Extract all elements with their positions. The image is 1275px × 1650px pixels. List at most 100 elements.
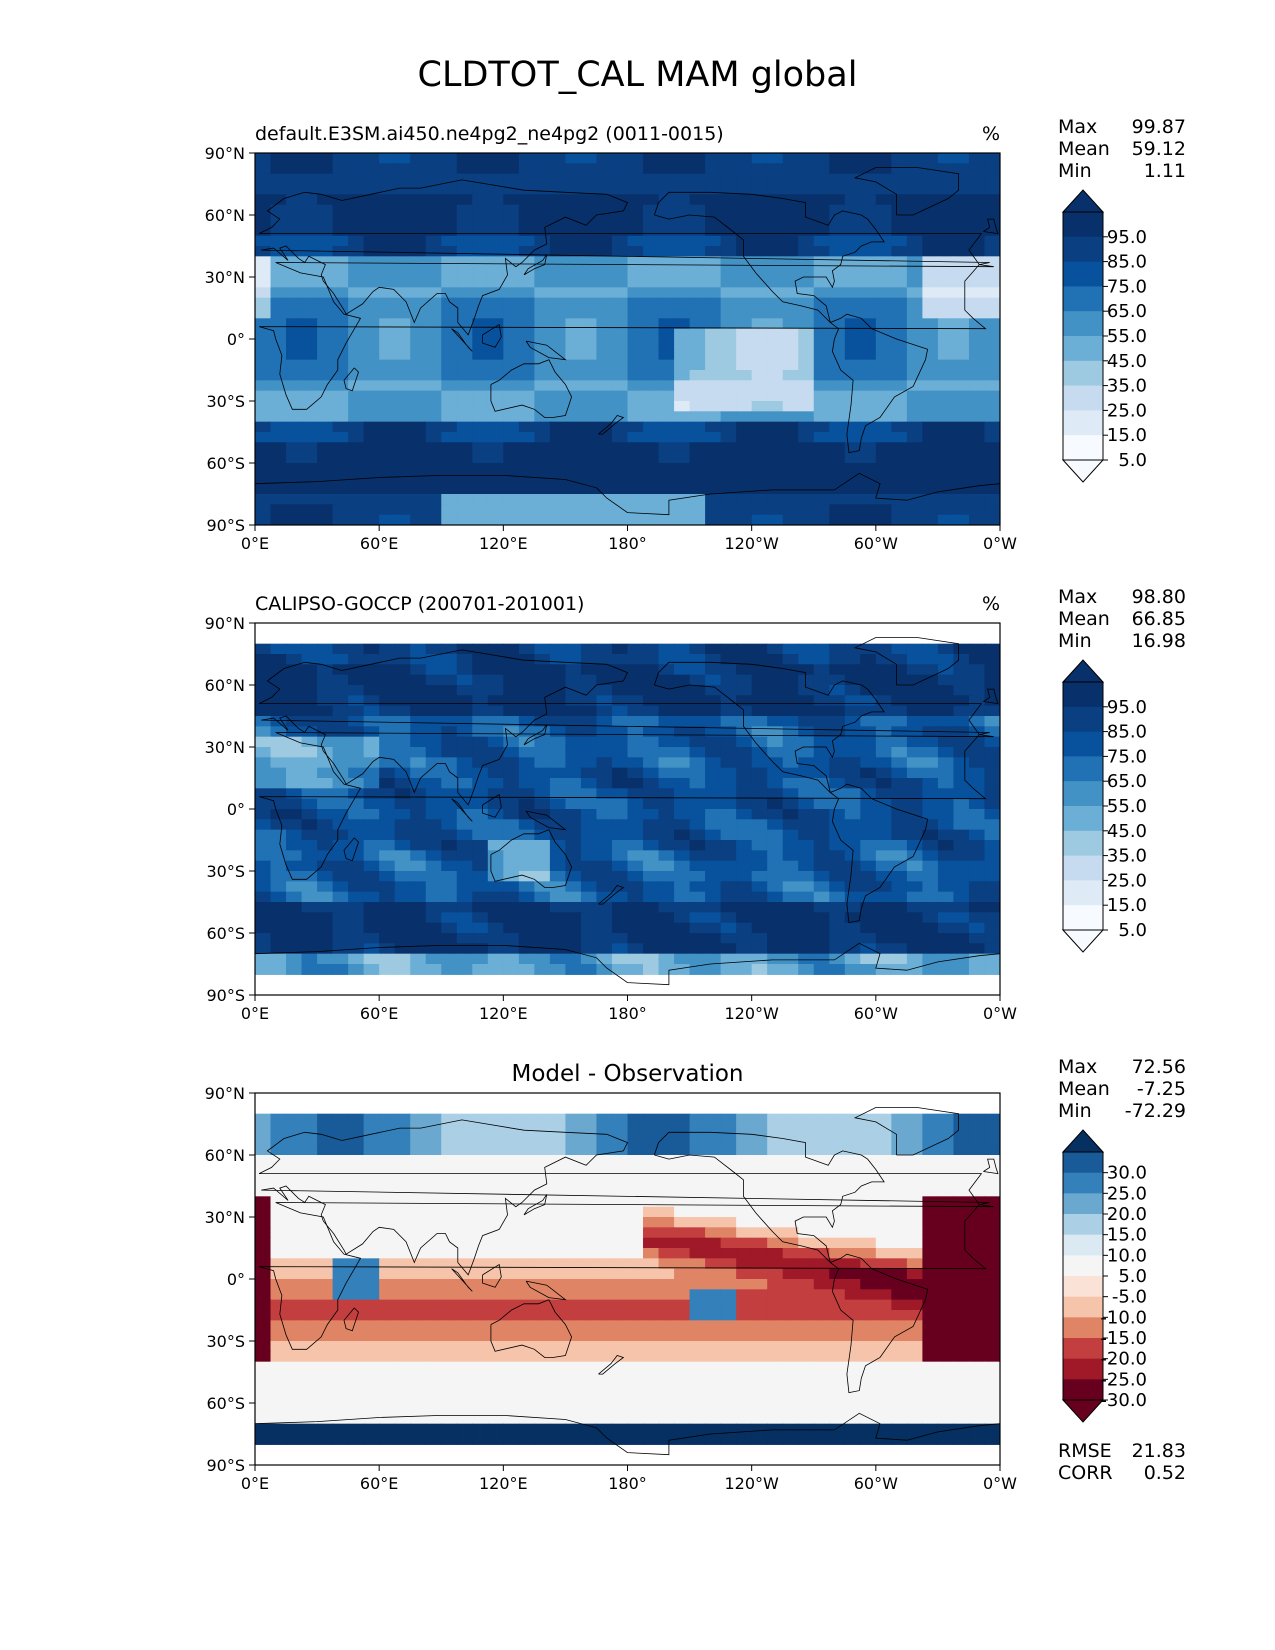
field-cell [844,494,861,505]
field-cell [736,370,753,381]
field-cell [720,1413,737,1425]
field-cell [705,1382,722,1394]
field-cell [968,370,986,381]
field-cell [394,308,411,319]
field-cell [549,643,567,655]
field-cell [286,173,303,185]
field-cell [829,933,846,944]
field-cell [549,1361,567,1373]
field-cell [968,483,986,495]
field-cell [705,1361,722,1373]
field-cell [379,483,396,495]
field-cell [270,1423,287,1435]
field-cell [596,1392,613,1404]
field-cell [658,1403,675,1414]
field-cell [953,1413,970,1425]
field-cell [580,809,598,820]
field-cell [736,1341,753,1352]
field-cell [503,380,520,392]
field-cell [891,452,908,464]
field-cell [782,204,799,216]
field-cell [937,685,955,696]
field-cell [705,747,722,758]
field-cell [627,1124,644,1135]
field-cell [767,256,784,268]
field-cell [798,716,815,727]
field-cell [782,256,799,268]
field-cell [441,685,458,696]
field-cell [379,943,396,955]
field-cell [984,736,1000,748]
coastline-path [525,1280,567,1301]
field-cell [363,339,380,350]
field-cell [736,1206,753,1218]
field-cell [875,778,892,789]
field-cell [580,798,598,810]
field-cell [332,778,349,789]
field-cell [658,943,675,955]
field-cell [891,654,908,665]
field-cell [363,1361,380,1373]
field-cell [705,1413,722,1425]
field-cell [549,860,567,872]
difference-error-stats: RMSE 21.83 CORR 0.52 [1058,1440,1186,1484]
field-cell [394,798,411,810]
field-cell [984,1403,1000,1414]
field-cell [922,788,939,800]
field-cell [286,788,303,800]
field-cell [611,1341,629,1352]
field-cell [534,235,551,247]
field-cell [782,674,799,686]
field-cell [394,349,411,361]
field-cell [332,1310,349,1321]
field-cell [782,1310,799,1321]
field-cell [751,411,768,423]
field-cell [410,432,427,443]
field-cell [984,654,1000,665]
field-cell [456,798,473,810]
field-cell [813,380,830,392]
field-cell [332,767,349,779]
field-cell [348,390,365,402]
field-cell [829,736,846,748]
field-cell [332,494,349,505]
field-cell [317,308,334,319]
field-cell [906,943,923,955]
field-cell [891,788,908,800]
field-cell [348,695,365,707]
field-cell [286,1155,303,1166]
field-cell [674,421,691,433]
field-cell [751,204,768,216]
field-cell [953,1299,970,1311]
field-cell [751,1165,768,1177]
field-cell [813,736,830,748]
field-cell [953,829,970,841]
field-cell [410,881,427,893]
field-cell [518,695,535,707]
field-cell [596,349,613,361]
field-cell [798,1175,815,1187]
field-cell [627,871,644,882]
field-cell [441,716,458,727]
field-cell [689,819,706,831]
field-cell [922,933,939,944]
field-cell [689,891,706,903]
field-cell [472,318,489,330]
field-cell [829,215,846,226]
field-cell [565,421,582,433]
field-cell [317,1113,334,1125]
field-cell [425,1382,442,1394]
field-cell [487,964,504,975]
field-cell [689,359,706,371]
field-cell [860,411,877,423]
field-cell [922,860,939,872]
field-cell [798,194,815,206]
field-cell [968,318,986,330]
field-cell [937,452,955,464]
field-cell [875,452,892,464]
field-cell [379,902,396,913]
field-cell [332,359,349,371]
field-cell [379,504,396,516]
field-cell [534,654,551,665]
field-cell [580,1237,598,1249]
